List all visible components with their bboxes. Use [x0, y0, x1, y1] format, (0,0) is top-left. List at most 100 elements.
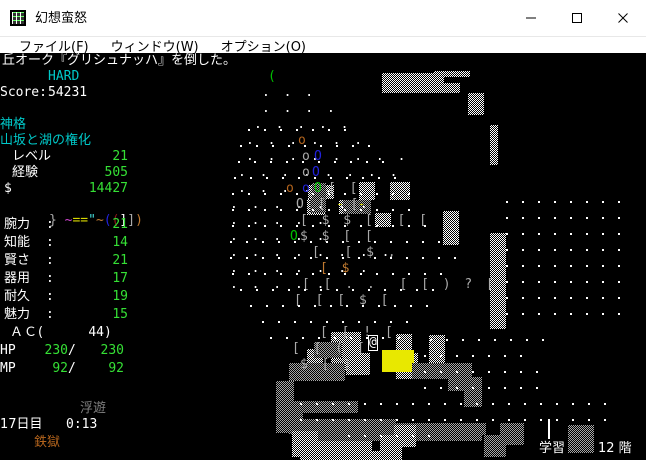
map-floor-tile: [454, 257, 456, 259]
map-floor-tile: [330, 177, 332, 179]
map-floor-tile: [304, 289, 306, 291]
map-floor-tile: [344, 129, 346, 131]
map-floor-tile: [328, 225, 330, 227]
map-wall: [343, 200, 371, 214]
map-glyph: . . . . . . . .: [230, 245, 393, 260]
map-floor-tile: [362, 305, 364, 307]
map-floor-tile: [296, 273, 298, 275]
attr-label-chr: 魅力: [4, 307, 31, 322]
map-wall: [375, 213, 391, 227]
map-floor-tile: [294, 257, 296, 259]
map-floor-tile: [266, 177, 268, 179]
map-wall: [346, 353, 370, 375]
mp-label: MP: [0, 361, 16, 376]
map-floor-tile: [410, 305, 412, 307]
map-floor-tile: [344, 193, 346, 195]
map-floor-tile: [538, 217, 540, 219]
depth-indicator: 12 階: [598, 441, 632, 456]
map-glyph: . . . . .: [230, 213, 328, 228]
map-floor-tile: [536, 387, 538, 389]
hp-separator: /: [68, 343, 76, 358]
map-floor-tile: [602, 233, 604, 235]
dungeon-name: 鉄獄: [34, 435, 61, 450]
map-floor-tile: [602, 265, 604, 267]
map-floor-tile: [248, 273, 250, 275]
map-floor-tile: [538, 233, 540, 235]
map-floor-tile: [336, 289, 338, 291]
map-glyph: . . . . . . . .: [238, 165, 401, 180]
map-floor-tile: [376, 273, 378, 275]
map-floor-tile: [408, 209, 410, 211]
map-floor-tile: [572, 419, 574, 421]
map-floor-tile: [270, 161, 272, 163]
map-floor-tile: [270, 337, 272, 339]
message-line: 丘オーク『グリシュナッハ』を倒した。: [2, 53, 237, 68]
map-glyph: . . . . .: [238, 181, 336, 196]
map-floor-tile: [554, 313, 556, 315]
player-avatar[interactable]: @: [368, 335, 378, 351]
map-floor-tile: [396, 403, 398, 405]
map-floor-tile: [326, 257, 328, 259]
map-floor-tile: [538, 297, 540, 299]
map-floor-tile: [510, 339, 512, 341]
map-floor-tile: [408, 225, 410, 227]
map-floor-tile: [272, 289, 274, 291]
map-floor-tile: [256, 289, 258, 291]
close-button[interactable]: [600, 0, 646, 36]
map-glyph: o: [298, 133, 309, 148]
map-floor-tile: [472, 387, 474, 389]
map-glyph: - -: [336, 197, 369, 212]
map-floor-tile: [504, 387, 506, 389]
title-bar: 幻想蛮怒: [0, 0, 646, 37]
ac-label: ＡＣ(: [10, 325, 45, 340]
equipment-line[interactable]: } ~=="~((]]): [2, 197, 143, 245]
map-floor-tile: [408, 273, 410, 275]
map-glyph: . . . . . . . .: [246, 149, 409, 164]
map-floor-tile: [520, 371, 522, 373]
equip-glyph-cloak: }: [48, 213, 57, 228]
map-floor-tile: [586, 297, 588, 299]
attr-value-con: 19: [112, 289, 128, 304]
map-floor-tile: [602, 249, 604, 251]
map-floor-tile: [412, 435, 414, 437]
map-glyph: (: [268, 69, 279, 84]
map-glyph: o: [286, 181, 297, 196]
map-glyph: [ [: [328, 181, 361, 196]
map-floor-tile: [412, 419, 414, 421]
map-lit-area: [382, 350, 414, 372]
map-wall: [359, 182, 375, 200]
map-floor-tile: [430, 339, 432, 341]
menu-file[interactable]: ファイル(F): [19, 40, 89, 55]
attr-label-int: 知能: [4, 235, 31, 250]
map-floor-tile: [366, 337, 368, 339]
map-wall: [390, 182, 410, 200]
map-floor-tile: [488, 387, 490, 389]
maximize-button[interactable]: [554, 0, 600, 36]
map-floor-tile: [298, 177, 300, 179]
map-floor-tile: [438, 257, 440, 259]
equip-glyph-amulet: ~: [64, 213, 73, 228]
map-floor-tile: [588, 419, 590, 421]
map-wall: [314, 342, 342, 358]
map-glyph: O: [314, 149, 325, 164]
window-controls: [508, 0, 646, 36]
map-floor-tile: [380, 419, 382, 421]
map-floor-tile: [264, 225, 266, 227]
map-floor-tile: [446, 339, 448, 341]
map-floor-tile: [296, 129, 298, 131]
map-floor-tile: [326, 321, 328, 323]
attr-sep-dex: :: [46, 271, 54, 286]
map-floor-tile: [440, 387, 442, 389]
menu-window[interactable]: ウィンドウ(W): [110, 40, 199, 55]
map-floor-tile: [504, 371, 506, 373]
map-floor-tile: [282, 305, 284, 307]
map-floor-tile: [232, 273, 234, 275]
map-floor-tile: [618, 249, 620, 251]
menu-options[interactable]: オプション(O): [220, 40, 307, 55]
map-floor-tile: [522, 233, 524, 235]
minimize-button[interactable]: [508, 0, 554, 36]
game-terminal[interactable]: 丘オーク『グリシュナッハ』を倒した。 HARD Score: 54231 神格 …: [0, 53, 646, 460]
mp-separator: /: [68, 361, 76, 376]
attr-value-chr: 15: [112, 307, 128, 322]
map-floor-tile: [350, 337, 352, 339]
